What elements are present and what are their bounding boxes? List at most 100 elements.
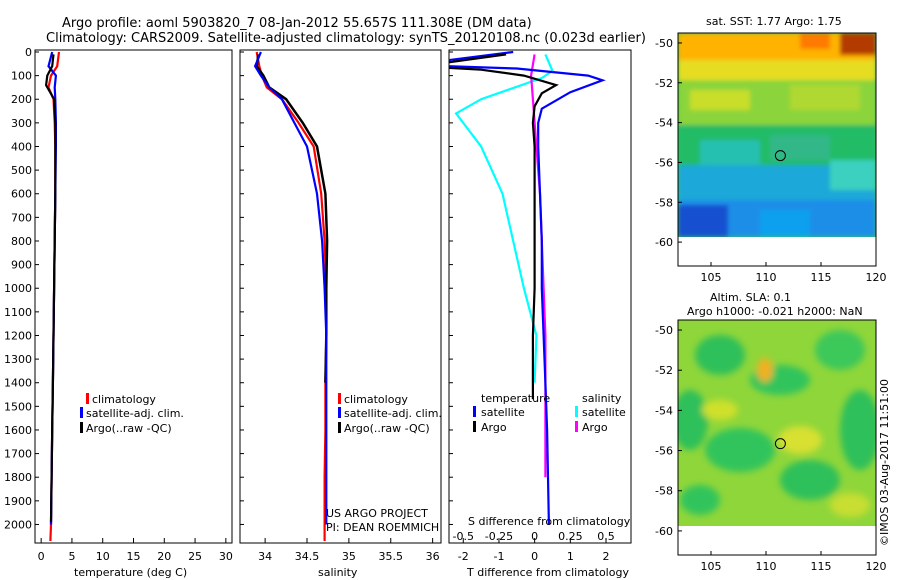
lat-tick-label: -60	[655, 525, 673, 538]
legend-swatch-argo	[80, 422, 83, 433]
x-tick-label: 2	[603, 550, 610, 563]
depth-tick-label: 900	[11, 259, 32, 272]
depth-tick-label: 1000	[4, 282, 32, 295]
sst-map-frame	[677, 32, 877, 267]
lon-tick-label: 115	[811, 560, 832, 573]
lat-tick-label: -56	[655, 156, 673, 169]
x-tick-label: 20	[157, 550, 171, 563]
depth-tick-label: 1500	[4, 400, 32, 413]
series-line-t-argo	[449, 53, 559, 400]
argo-float-marker	[774, 150, 786, 162]
difference-series	[449, 50, 606, 525]
depth-tick-label: 100	[11, 70, 32, 83]
depth-tick-label: 200	[11, 93, 32, 106]
salinity-xlabel: salinity	[318, 566, 358, 579]
legend-label-satellite: satellite-adj. clim.	[344, 407, 442, 420]
lat-tick-label: -54	[655, 117, 673, 130]
sla-map-title-2: Argo h1000: -0.021 h2000: NaN	[687, 305, 863, 318]
legend-swatch-climatology	[86, 393, 89, 404]
legend-swatch-satellite	[338, 407, 341, 418]
title-line-2: Climatology: CARS2009. Satellite-adjuste…	[46, 31, 646, 46]
sst-lat-axis: -50 -52 -54 -56 -58 -60	[655, 37, 682, 249]
depth-tick-label: 1800	[4, 471, 32, 484]
sla-no-data	[678, 526, 876, 556]
legend-label-argo: Argo(..raw -QC)	[344, 422, 430, 435]
sla-lat-axis: -50 -52 -54 -56 -58 -60	[655, 324, 682, 538]
legend-title-temperature: temperature	[481, 392, 550, 405]
series-line-argo-raw-qc-	[255, 54, 329, 383]
x-tick-label: -2	[458, 550, 469, 563]
lat-tick-label: -58	[655, 196, 673, 209]
legend-swatch-t-argo	[473, 421, 476, 432]
sla-map-panel: Altim. SLA: 0.1 Argo h1000: -0.021 h2000…	[655, 291, 886, 573]
x2-tick-label: -0.25	[485, 530, 513, 543]
legend-swatch-satellite	[80, 407, 83, 418]
x2-tick-label: 0.5	[597, 530, 615, 543]
lon-tick-label: 110	[756, 560, 777, 573]
temperature-legend: climatology satellite-adj. clim. Argo(..…	[80, 393, 184, 435]
difference-panel: -2 -1 0 1 2 -0.5 -0.25 0 0.25 0.5 T difference f…	[448, 49, 632, 579]
difference-axes	[448, 49, 632, 544]
x-tick-label: 10	[96, 550, 110, 563]
sst-map-title: sat. SST: 1.77 Argo: 1.75	[706, 15, 842, 28]
lon-tick-label: 120	[866, 271, 887, 284]
sla-map-frame	[677, 319, 877, 556]
legend-label-t-argo: Argo	[481, 421, 507, 434]
legend-label-s-satellite: satellite	[582, 406, 626, 419]
salinity-axes	[239, 49, 442, 544]
temperature-series	[44, 51, 61, 542]
legend-title-salinity: salinity	[582, 392, 622, 405]
legend-label-t-satellite: satellite	[481, 406, 525, 419]
series-line-argo-raw-qc-	[44, 54, 57, 523]
t-difference-axis: -2 -1 0 1 2	[458, 538, 610, 563]
lon-tick-label: 105	[701, 271, 722, 284]
legend-swatch-climatology	[338, 393, 341, 404]
difference-legend: temperature salinity satellite Argo sate…	[473, 392, 626, 434]
t-difference-xlabel: T difference from climatology	[466, 566, 629, 579]
x-tick-label: 15	[127, 550, 141, 563]
lat-tick-label: -58	[655, 485, 673, 498]
depth-tick-marks	[240, 51, 244, 525]
lat-tick-label: -50	[655, 37, 673, 50]
sst-no-data	[678, 237, 876, 267]
depth-tick-label: 2000	[4, 518, 32, 531]
sst-heatmap	[678, 33, 876, 267]
credit-project: US ARGO PROJECT	[326, 507, 428, 520]
temperature-panel: 0100200300400500600700800900100011001200…	[4, 46, 233, 579]
sla-heatmap	[678, 320, 876, 556]
depth-tick-label: 1100	[4, 306, 32, 319]
x-tick-label: 36	[426, 550, 440, 563]
depth-axis: 0 100 200 300 400 500 600 700 800 900 1000 1100 1200…	[4, 46, 39, 531]
depth-tick-label: 0	[25, 46, 32, 59]
x-tick-label: 35.5	[379, 550, 404, 563]
lat-tick-label: -56	[655, 445, 673, 458]
lat-tick-label: -50	[655, 324, 673, 337]
x2-tick-label: 0	[531, 530, 538, 543]
depth-tick-label: 1200	[4, 329, 32, 342]
legend-swatch-argo	[338, 422, 341, 433]
depth-tick-label: 1900	[4, 495, 32, 508]
depth-tick-label: 400	[11, 140, 32, 153]
legend-label-climatology: climatology	[344, 393, 408, 406]
series-line-t-satellite	[449, 50, 606, 525]
depth-tick-label: 800	[11, 235, 32, 248]
legend-swatch-s-argo	[575, 421, 578, 432]
lon-tick-label: 105	[701, 560, 722, 573]
argo-float-marker	[774, 438, 786, 450]
depth-tick-label: 1600	[4, 424, 32, 437]
depth-tick-label: 1300	[4, 353, 32, 366]
x-tick-label: 0	[531, 550, 538, 563]
lon-tick-label: 110	[756, 271, 777, 284]
s-difference-axis: -0.5 -0.25 0 0.25 0.5	[453, 530, 615, 543]
x-tick-label: 30	[219, 550, 233, 563]
series-line-s-satellite	[454, 53, 554, 383]
sst-lon-axis: 105 110 115 120	[701, 262, 887, 284]
legend-label-s-argo: Argo	[582, 421, 608, 434]
depth-tick-label: 600	[11, 188, 32, 201]
depth-tick-marks	[449, 51, 453, 525]
legend-swatch-s-satellite	[575, 406, 578, 417]
lat-tick-label: -52	[655, 364, 673, 377]
x-tick-label: 1	[567, 550, 574, 563]
depth-tick-label: 300	[11, 117, 32, 130]
legend-swatch-t-satellite	[473, 406, 476, 417]
